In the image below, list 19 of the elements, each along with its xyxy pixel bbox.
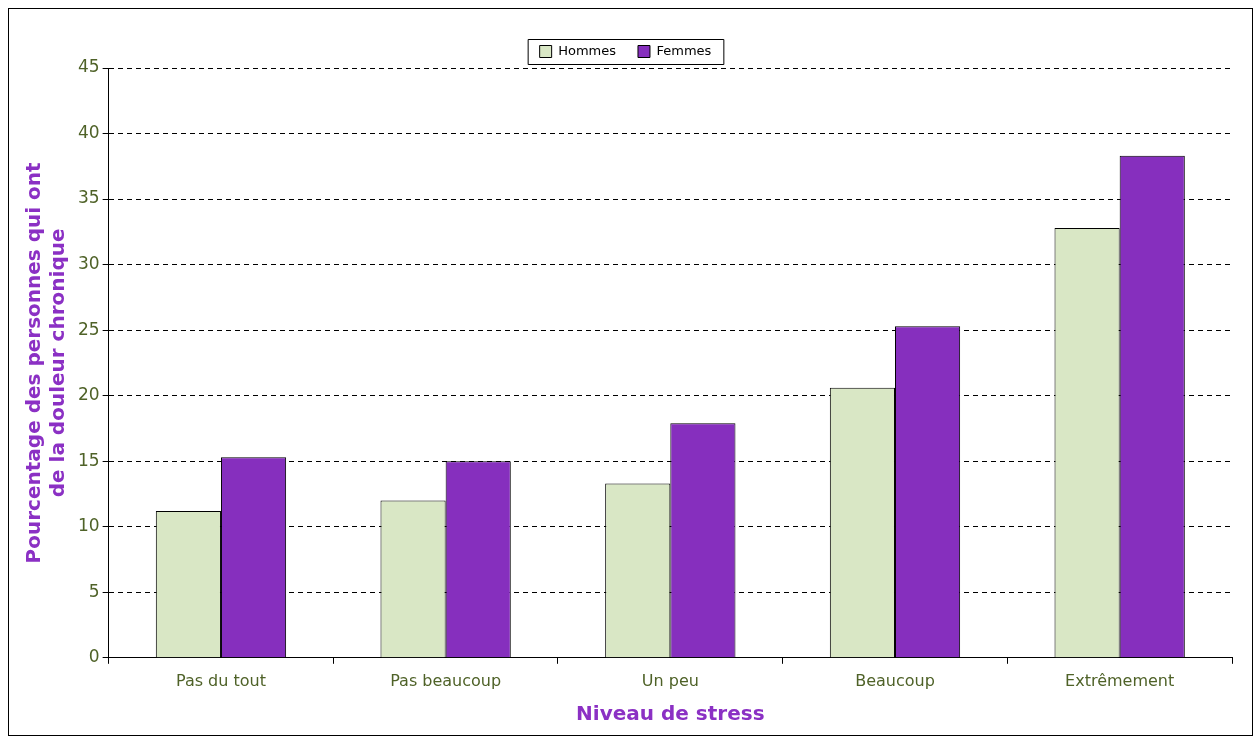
x-tick-label: Pas du tout bbox=[175, 670, 266, 690]
legend-label: Femmes bbox=[656, 42, 712, 58]
y-tick-label: 20 bbox=[77, 384, 100, 405]
y-tick-label: 45 bbox=[77, 56, 100, 77]
legend-label: Hommes bbox=[558, 42, 617, 58]
y-axis-title: Pourcentage des personnes qui ont de la douleur chronique bbox=[21, 161, 70, 564]
x-tick-label: Un peu bbox=[641, 670, 699, 690]
y-tick-label: 30 bbox=[77, 253, 100, 274]
y-tick-label: 0 bbox=[88, 646, 100, 667]
y-tick-label: 25 bbox=[77, 318, 100, 339]
y-tick-label: 40 bbox=[77, 121, 100, 142]
y-tick-label: 5 bbox=[88, 580, 100, 601]
y-tick-label: 35 bbox=[77, 187, 100, 208]
x-tick-label: Beaucoup bbox=[855, 670, 935, 690]
y-tick-label: 10 bbox=[77, 515, 100, 536]
y-tick-label: 15 bbox=[77, 449, 100, 470]
x-tick-label: Extrêmement bbox=[1065, 670, 1175, 690]
x-axis-title: Niveau de stress bbox=[576, 701, 765, 726]
x-tick-label: Pas beaucoup bbox=[390, 670, 502, 690]
